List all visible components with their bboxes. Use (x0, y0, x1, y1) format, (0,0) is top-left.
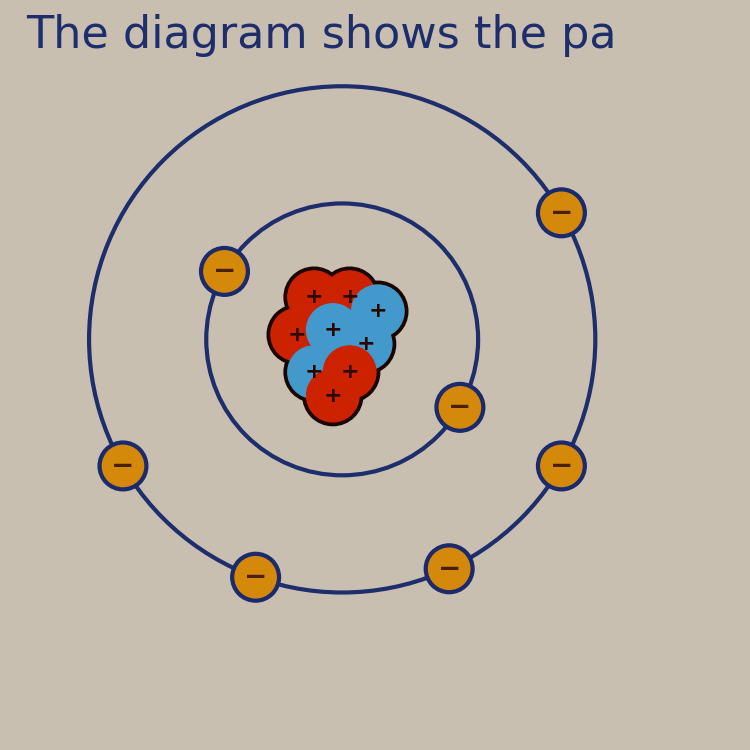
Circle shape (320, 342, 380, 402)
Text: +: + (340, 362, 359, 382)
Text: The diagram shows the pa: The diagram shows the pa (26, 14, 616, 57)
Circle shape (288, 346, 340, 398)
Circle shape (339, 318, 392, 370)
Text: +: + (323, 386, 342, 406)
Circle shape (348, 281, 408, 341)
Circle shape (352, 285, 404, 338)
Text: +: + (340, 287, 359, 308)
Text: +: + (368, 302, 387, 321)
Circle shape (307, 370, 359, 422)
Circle shape (271, 308, 323, 361)
Circle shape (102, 446, 143, 487)
Circle shape (336, 314, 396, 374)
Circle shape (428, 548, 470, 590)
Circle shape (98, 441, 148, 491)
Text: −: − (550, 199, 573, 226)
Text: +: + (304, 362, 323, 382)
Circle shape (231, 553, 280, 602)
Circle shape (424, 544, 474, 594)
Circle shape (284, 267, 344, 327)
Circle shape (200, 247, 249, 296)
Circle shape (307, 304, 359, 356)
Text: −: − (244, 563, 267, 591)
Circle shape (288, 271, 340, 323)
Circle shape (541, 192, 582, 233)
Circle shape (435, 382, 484, 432)
Circle shape (267, 304, 327, 364)
Circle shape (235, 556, 276, 598)
Circle shape (303, 366, 363, 426)
Text: +: + (356, 334, 375, 354)
Text: −: − (448, 393, 472, 422)
Circle shape (204, 251, 245, 292)
Text: +: + (304, 287, 323, 308)
Circle shape (536, 188, 586, 238)
Text: −: − (213, 257, 236, 286)
Text: +: + (323, 320, 342, 340)
Text: −: − (111, 452, 134, 480)
Circle shape (284, 342, 344, 402)
Text: −: − (550, 452, 573, 480)
Text: +: + (288, 325, 307, 345)
Circle shape (541, 446, 582, 487)
Circle shape (320, 267, 380, 327)
Circle shape (440, 387, 481, 428)
Circle shape (323, 271, 376, 323)
Circle shape (536, 441, 586, 491)
Text: −: − (437, 555, 460, 583)
Circle shape (323, 346, 376, 398)
Circle shape (303, 300, 363, 360)
